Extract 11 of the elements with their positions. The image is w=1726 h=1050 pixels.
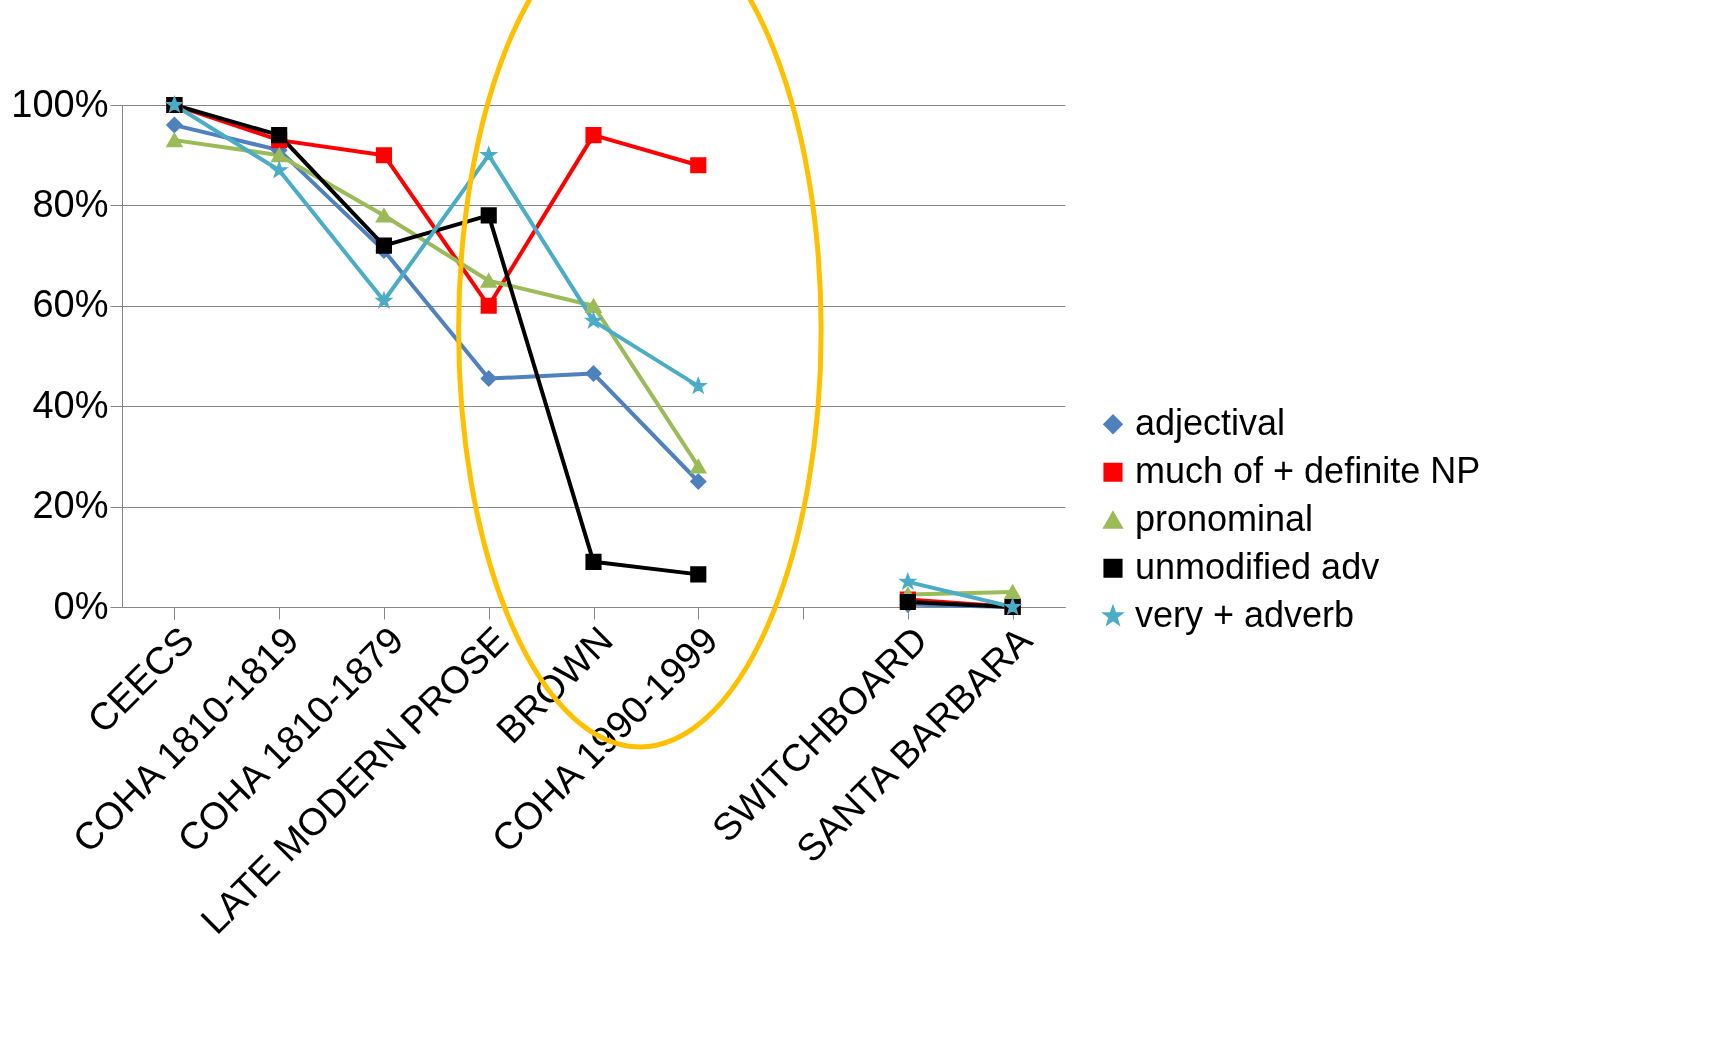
- legend-label: pronominal: [1135, 498, 1314, 540]
- legend-label: adjectival: [1135, 402, 1286, 444]
- legend-label: very + adverb: [1135, 594, 1355, 636]
- y-tick-label: 80%: [32, 182, 109, 225]
- y-tick-label: 40%: [32, 383, 109, 426]
- y-tick-label: 60%: [32, 283, 109, 326]
- y-tick-label: 0%: [53, 584, 109, 627]
- legend-label: unmodified adv: [1135, 546, 1380, 588]
- y-tick-label: 20%: [32, 484, 109, 527]
- legend-label: much of + definite NP: [1135, 450, 1481, 492]
- y-tick-label: 100%: [11, 82, 109, 125]
